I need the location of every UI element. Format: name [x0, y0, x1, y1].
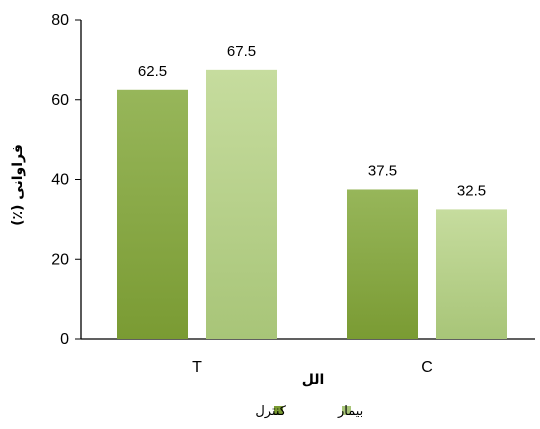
data-labels-group: 62.5 67.5 37.5 32.5: [138, 43, 486, 200]
bar-C-series-0: [347, 189, 418, 339]
x-axis-title: الل: [302, 372, 325, 388]
legend-label-bimar: بیمار: [337, 404, 363, 419]
data-label-C-series-1: 32.5: [457, 182, 486, 199]
legend-swatch-bimar: [342, 406, 351, 415]
y-tick-label: 0: [60, 331, 69, 348]
legend-swatch-control: [274, 406, 283, 415]
bars-group: [117, 69, 507, 339]
bar-T-series-0: [117, 89, 188, 339]
bar-C-series-1: [436, 209, 507, 339]
data-label-C-series-0: 37.5: [368, 162, 397, 179]
y-tick-label: 80: [51, 12, 69, 29]
y-tick-label: 60: [51, 92, 69, 109]
x-tick-label-C: C: [421, 359, 433, 376]
data-label-T-series-1: 67.5: [227, 43, 256, 60]
y-axis-title: فراوانی (٪): [10, 144, 26, 226]
data-label-T-series-0: 62.5: [138, 63, 167, 80]
x-tick-label-T: T: [192, 359, 202, 376]
y-tick-label: 40: [51, 172, 69, 189]
legend: بیمار کنترل: [255, 404, 363, 419]
y-axis-ticks: 0 20 40 60 80: [51, 12, 81, 348]
bar-T-series-1: [206, 69, 277, 339]
legend-label-control: کنترل: [255, 404, 286, 419]
y-tick-label: 20: [51, 251, 69, 268]
